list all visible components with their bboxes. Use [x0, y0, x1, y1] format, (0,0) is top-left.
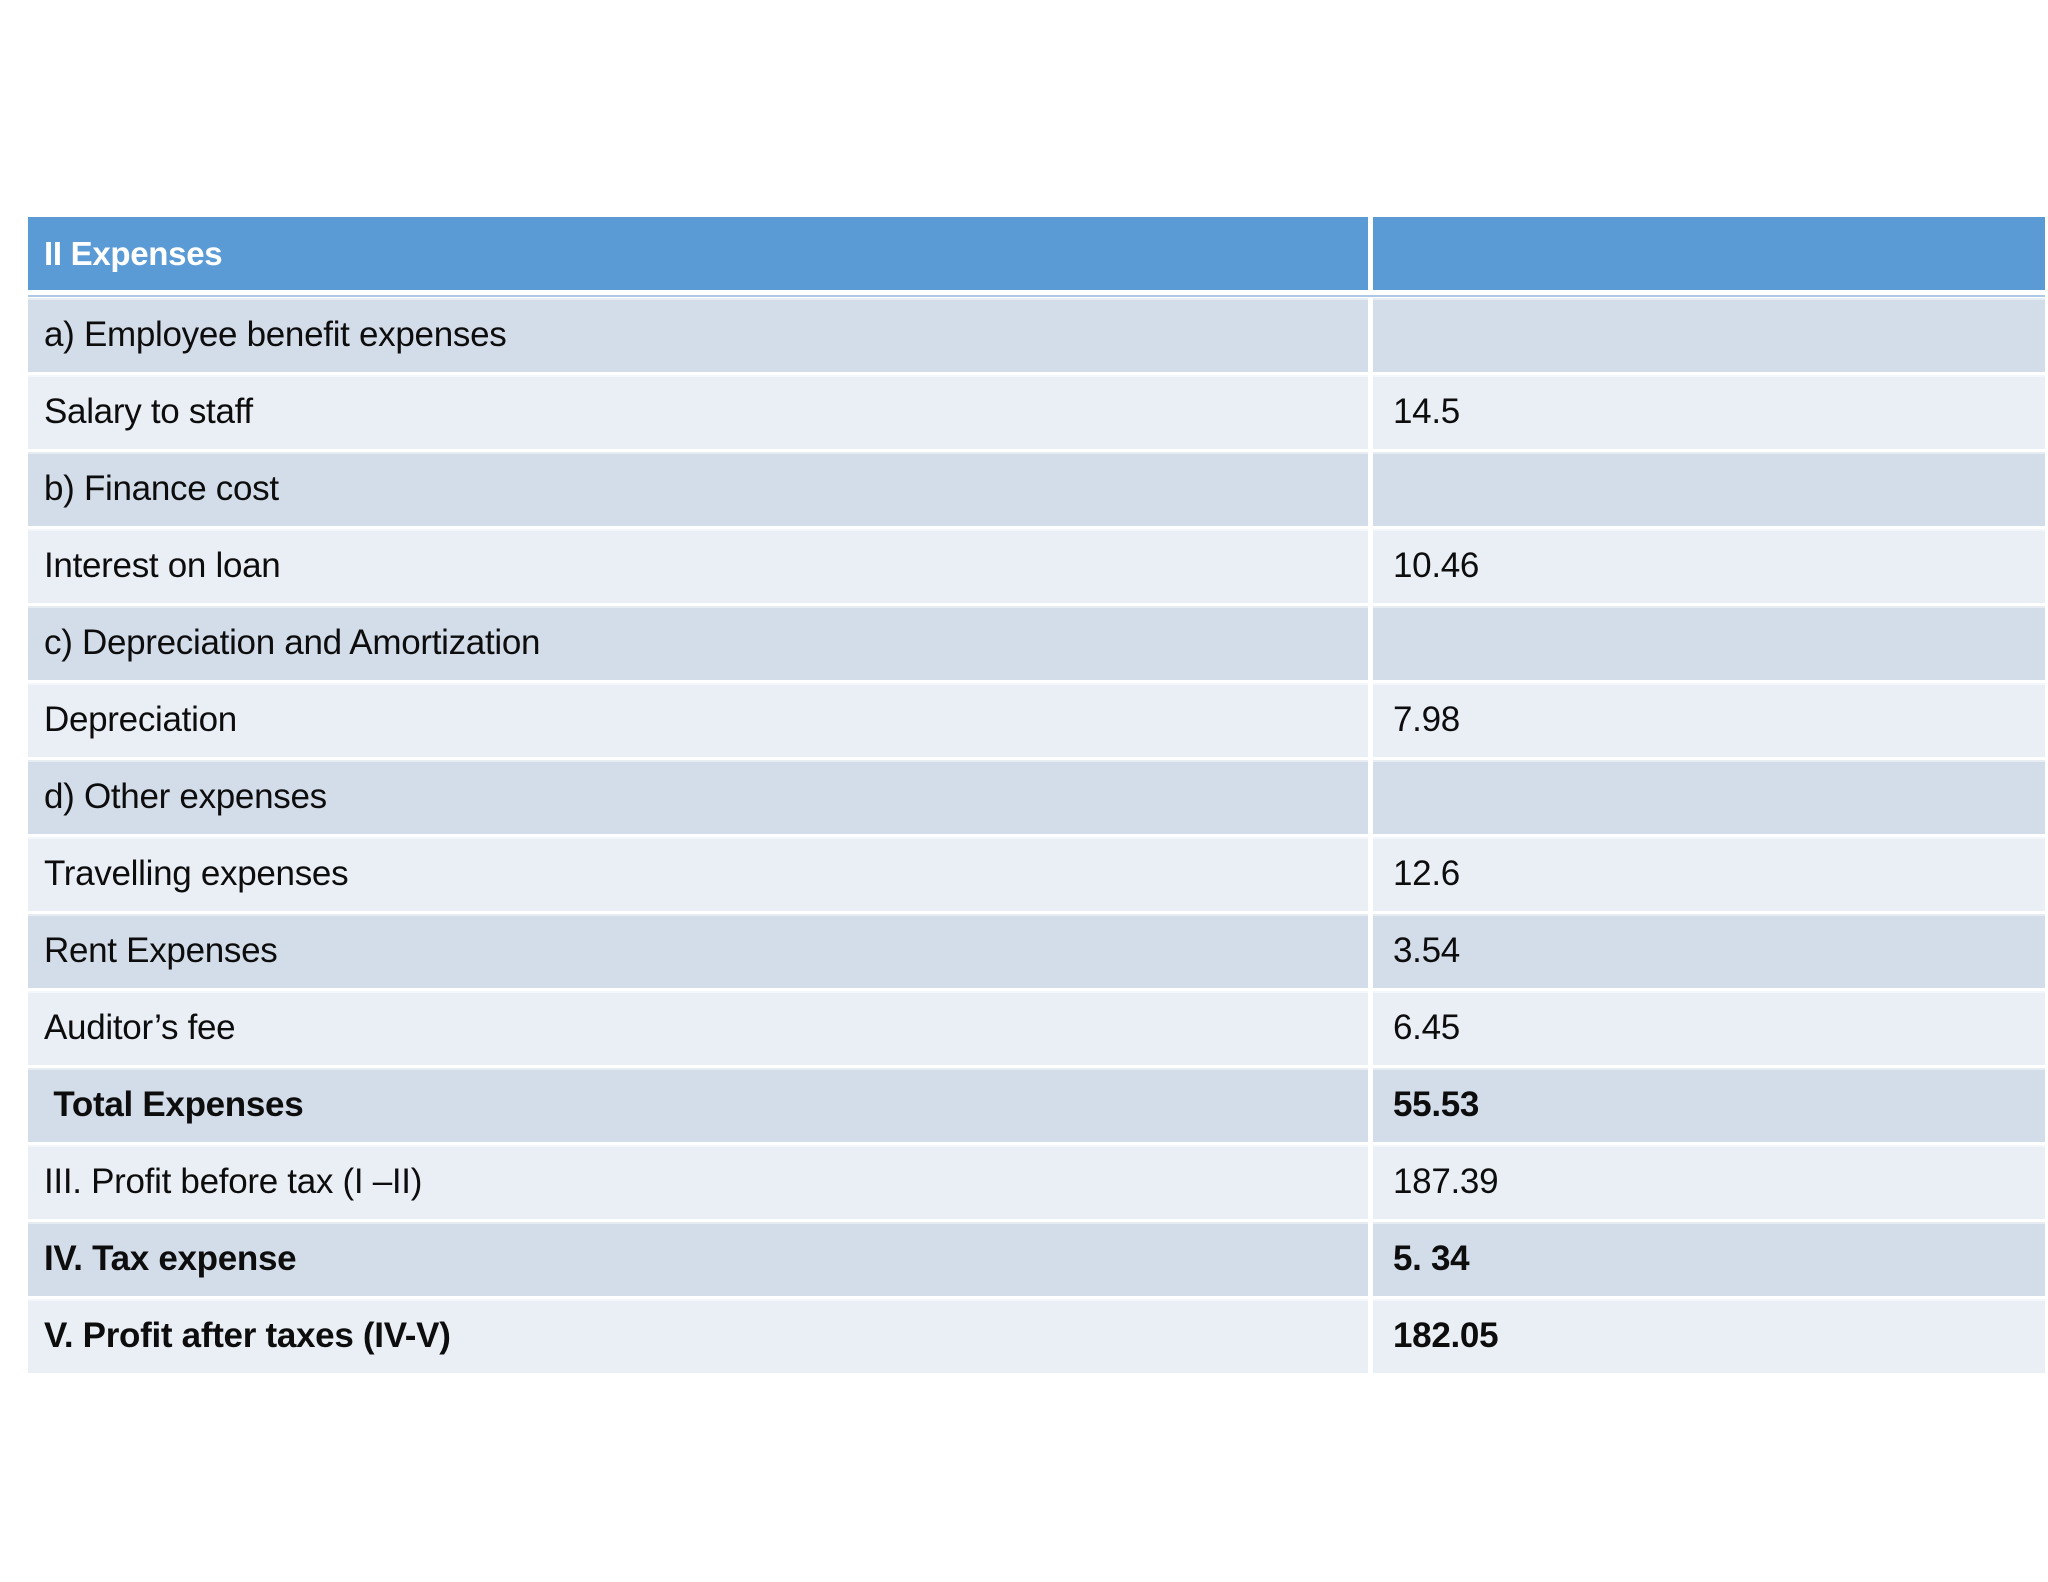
- table-row: Depreciation 7.98: [28, 683, 2045, 757]
- row-label: Rent Expenses: [44, 931, 278, 970]
- row-value: 55.53: [1368, 1068, 2045, 1142]
- row-value: [1368, 452, 2045, 526]
- table-row: IV. Tax expense 5. 34: [28, 1222, 2045, 1296]
- row-label: Auditor’s fee: [44, 1008, 236, 1047]
- table-row: c) Depreciation and Amortization: [28, 606, 2045, 680]
- row-label: d) Other expenses: [44, 777, 327, 816]
- row-value: 14.5: [1368, 375, 2045, 449]
- table-row: Rent Expenses 3.54: [28, 914, 2045, 988]
- row-label: Total Expenses: [44, 1085, 304, 1124]
- row-value: [1368, 298, 2045, 372]
- row-label: b) Finance cost: [44, 469, 279, 508]
- expenses-table: II Expenses a) Employee benefit expenses…: [28, 217, 2045, 1373]
- table-row: a) Employee benefit expenses: [28, 298, 2045, 372]
- row-label: III. Profit before tax (I –II): [44, 1162, 423, 1201]
- table-row: Auditor’s fee 6.45: [28, 991, 2045, 1065]
- row-value: 182.05: [1368, 1299, 2045, 1373]
- row-label: IV. Tax expense: [44, 1239, 297, 1278]
- row-label: a) Employee benefit expenses: [44, 315, 507, 354]
- table-row: V. Profit after taxes (IV-V) 182.05: [28, 1299, 2045, 1373]
- row-label: Depreciation: [44, 700, 237, 739]
- row-value: 187.39: [1368, 1145, 2045, 1219]
- header-divider: [28, 290, 2045, 298]
- table-row: d) Other expenses: [28, 760, 2045, 834]
- row-label: c) Depreciation and Amortization: [44, 623, 541, 662]
- row-value: [1368, 760, 2045, 834]
- row-label: Salary to staff: [44, 392, 253, 431]
- table-row: Interest on loan 10.46: [28, 529, 2045, 603]
- table-body: a) Employee benefit expenses Salary to st…: [28, 298, 2045, 1373]
- table-row: III. Profit before tax (I –II) 187.39: [28, 1145, 2045, 1219]
- row-label: V. Profit after taxes (IV-V): [44, 1316, 451, 1355]
- table-row: Salary to staff 14.5: [28, 375, 2045, 449]
- row-value: 5. 34: [1368, 1222, 2045, 1296]
- table-row: Travelling expenses 12.6: [28, 837, 2045, 911]
- table-row: b) Finance cost: [28, 452, 2045, 526]
- row-value: 3.54: [1368, 914, 2045, 988]
- row-value: [1368, 606, 2045, 680]
- table-header-title: II Expenses: [44, 234, 223, 272]
- row-value: 12.6: [1368, 837, 2045, 911]
- row-value: 6.45: [1368, 991, 2045, 1065]
- row-label: Interest on loan: [44, 546, 281, 585]
- table-header-row: II Expenses: [28, 217, 2045, 290]
- row-value: 10.46: [1368, 529, 2045, 603]
- table-row: Total Expenses 55.53: [28, 1068, 2045, 1142]
- row-value: 7.98: [1368, 683, 2045, 757]
- row-label: Travelling expenses: [44, 854, 349, 893]
- table-header-value: [1368, 217, 2045, 290]
